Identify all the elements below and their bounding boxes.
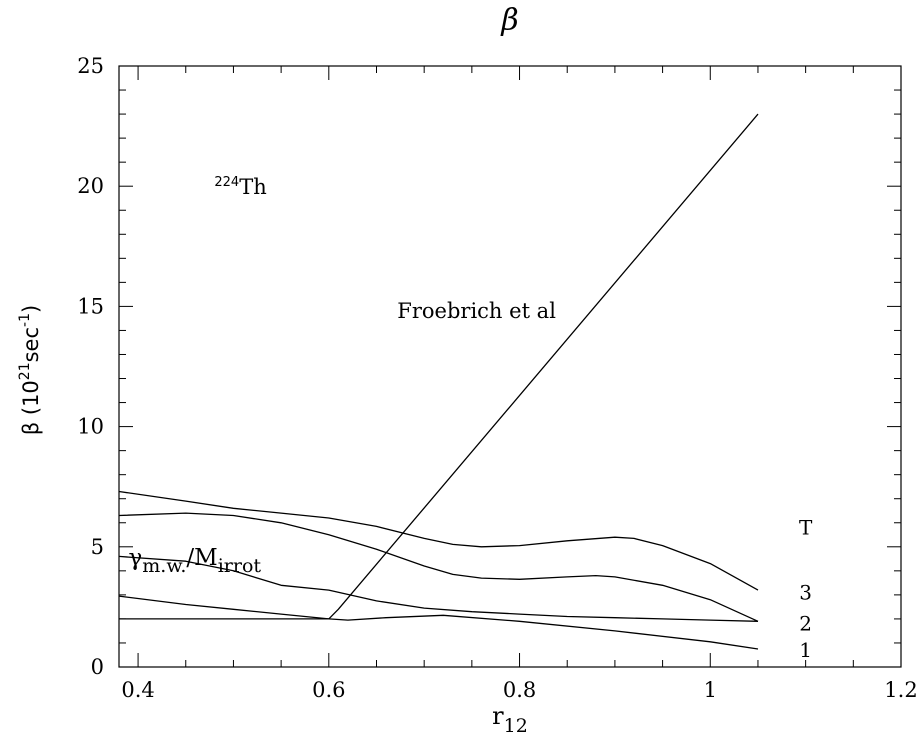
froebrich-annotation: Froebrich et al [397,299,556,323]
series-line-2 [118,490,759,591]
nucleus-symbol: Th [239,175,267,199]
series-line-1 [119,113,759,620]
y-axis-label-main: β (10 [19,380,43,435]
chart-title: β [500,3,518,38]
y-tick-label: 0 [91,655,104,679]
temperature-header: T [799,516,813,540]
series-line-5 [118,595,759,650]
x-tick-label: 1.2 [884,678,917,702]
gamma-slash-m: /M [186,545,217,571]
y-tick-label: 20 [77,174,104,198]
gamma-sub-irrot: irrot [218,555,262,577]
temperature-labels: 3 21 [799,580,812,662]
temperature-label: 3 [799,580,812,604]
x-axis-label-main: r [492,702,504,730]
x-axis-label-sub: 12 [504,715,528,737]
gamma-annotation: γm.w./Mirrot [129,545,262,577]
y-tick-label: 5 [91,535,104,559]
x-tick-label: 1 [704,678,717,702]
nucleus-annotation: 224Th [214,175,266,199]
y-tick-label: 10 [77,415,104,439]
x-tick-label: 0.4 [121,678,154,702]
temperature-label: 2 [799,612,812,636]
y-axis-label-mid: sec [19,327,43,362]
y-tick-label: 25 [77,54,104,78]
nucleus-mass-number: 224 [214,175,239,190]
series-line-3 [118,512,759,622]
x-tick-label: 0.8 [503,678,536,702]
y-axis-label-tail: ) [19,305,43,313]
temperature-label: 1 [799,638,812,662]
x-tick-label: 0.6 [312,678,345,702]
y-axis-label: β (1021sec-1) [17,305,43,435]
y-axis-label-sup2: -1 [17,313,33,327]
y-axis-label-sup1: 21 [17,362,33,380]
plot-frame [118,65,902,668]
gamma-symbol: γ [129,545,143,571]
axis-ticks [119,65,902,668]
series-group [118,113,759,650]
x-axis-label: r12 [492,702,528,737]
y-tick-labels: 0 5 10 15 20 25 [77,54,104,679]
series-line-4 [118,555,759,622]
x-tick-labels: 0.4 0.6 0.8 1 1.2 [121,678,917,702]
gamma-sub-mw: m.w. [142,555,186,577]
y-tick-label: 15 [77,294,104,318]
